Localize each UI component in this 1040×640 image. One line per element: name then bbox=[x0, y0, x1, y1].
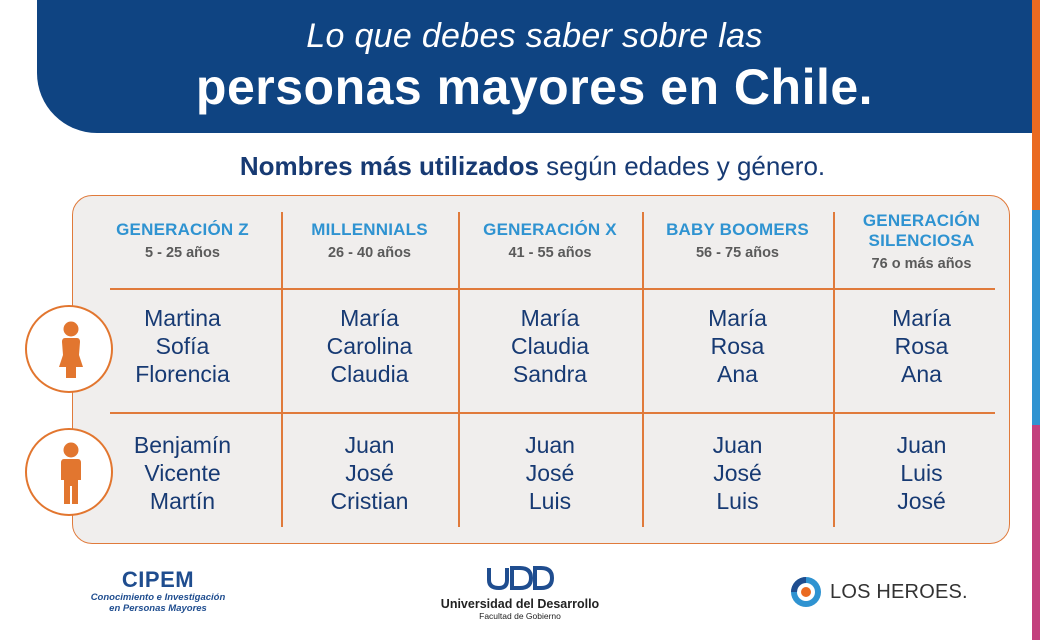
female-names-generacion-x: María Claudia Sandra bbox=[458, 304, 642, 388]
header-banner: Lo que debes saber sobre las personas ma… bbox=[37, 0, 1032, 133]
header-generacion-silenciosa: GENERACIÓN SILENCIOSA 76 o más años bbox=[833, 210, 1010, 280]
generation-ages: 41 - 55 años bbox=[508, 245, 592, 261]
name-item: Carolina bbox=[326, 333, 413, 359]
name-item: José bbox=[897, 488, 946, 514]
side-stripe-blue bbox=[1032, 210, 1040, 425]
los-heroes-name: LOS HEROES. bbox=[830, 581, 968, 603]
female-names-generacion-z: Martina Sofía Florencia bbox=[95, 304, 270, 388]
udd-logo-mark bbox=[487, 566, 555, 591]
name-item: Ana bbox=[901, 361, 942, 387]
generation-ages: 56 - 75 años bbox=[695, 245, 779, 261]
header-millennials: MILLENNIALS 26 - 40 años bbox=[281, 218, 458, 278]
udd-subtitle: Facultad de Gobierno bbox=[479, 611, 561, 621]
generation-ages: 5 - 25 años bbox=[145, 245, 220, 261]
name-item: Luis bbox=[716, 488, 759, 514]
female-names-millennials: María Carolina Claudia bbox=[281, 304, 458, 388]
name-item: Martina bbox=[144, 305, 221, 331]
column-divider bbox=[642, 212, 644, 527]
name-item: José bbox=[525, 460, 575, 486]
male-names-generacion-z: Benjamín Vicente Martín bbox=[95, 431, 270, 515]
column-divider bbox=[458, 212, 460, 527]
generation-name: GENERACIÓN Z bbox=[116, 220, 249, 239]
name-item: José bbox=[345, 460, 394, 486]
generation-name: BABY BOOMERS bbox=[666, 220, 809, 239]
name-item: Juan bbox=[712, 432, 763, 458]
male-names-generacion-silenciosa: Juan Luis José bbox=[833, 431, 1010, 515]
name-item: Claudia bbox=[330, 361, 409, 387]
column-divider bbox=[833, 212, 835, 527]
generation-name-line1: GENERACIÓN bbox=[862, 211, 981, 230]
name-item: María bbox=[708, 305, 767, 331]
generation-name-line2: SILENCIOSA bbox=[868, 231, 975, 250]
name-item: Benjamín bbox=[133, 432, 232, 458]
name-item: Ana bbox=[717, 361, 758, 387]
subtitle: Nombres más utilizados según edades y gé… bbox=[0, 151, 1040, 182]
row-divider bbox=[110, 288, 995, 290]
male-names-millennials: Juan José Cristian bbox=[281, 431, 458, 515]
names-table-panel bbox=[72, 195, 1010, 544]
generation-ages: 76 o más años bbox=[871, 256, 972, 272]
female-person-icon bbox=[25, 305, 113, 393]
side-stripe-orange bbox=[1032, 0, 1040, 210]
name-item: Vicente bbox=[144, 460, 221, 486]
female-names-generacion-silenciosa: María Rosa Ana bbox=[833, 304, 1010, 388]
name-item: Sandra bbox=[512, 361, 588, 387]
generation-name: MILLENNIALS bbox=[311, 220, 428, 239]
header-title-line2: personas mayores en Chile. bbox=[195, 59, 874, 115]
name-item: María bbox=[892, 305, 951, 331]
female-names-baby-boomers: María Rosa Ana bbox=[642, 304, 833, 388]
header-generacion-z: GENERACIÓN Z 5 - 25 años bbox=[95, 218, 270, 278]
name-item: Claudia bbox=[511, 333, 589, 359]
los-heroes-logo-mark bbox=[791, 577, 821, 607]
generation-name: GENERACIÓN X bbox=[483, 220, 617, 239]
name-item: Florencia bbox=[135, 361, 230, 387]
name-item: Luis bbox=[528, 488, 572, 514]
name-item: Rosa bbox=[894, 333, 949, 359]
row-divider bbox=[110, 412, 995, 414]
cipem-logo: CIPEM Conocimiento e Investigación en Pe… bbox=[88, 567, 228, 615]
name-item: Cristian bbox=[330, 488, 409, 514]
side-stripe-magenta bbox=[1032, 425, 1040, 640]
name-item: María bbox=[520, 305, 580, 331]
header-generacion-x: GENERACIÓN X 41 - 55 años bbox=[458, 218, 642, 278]
subtitle-bold: Nombres más utilizados bbox=[239, 151, 539, 181]
cipem-subtitle-line1: Conocimiento e Investigación bbox=[90, 592, 226, 603]
cipem-title: CIPEM bbox=[121, 567, 195, 592]
generation-ages: 26 - 40 años bbox=[327, 245, 411, 261]
udd-logo: Universidad del Desarrollo Facultad de G… bbox=[430, 566, 610, 621]
name-item: Rosa bbox=[710, 333, 765, 359]
los-heroes-logo: LOS HEROES. bbox=[788, 574, 988, 610]
udd-name: Universidad del Desarrollo bbox=[440, 597, 600, 611]
male-person-icon bbox=[25, 428, 113, 516]
name-item: Luis bbox=[900, 460, 943, 486]
subtitle-rest: según edades y género. bbox=[538, 151, 826, 181]
name-item: Juan bbox=[344, 432, 395, 458]
male-names-baby-boomers: Juan José Luis bbox=[642, 431, 833, 515]
name-item: Martín bbox=[149, 488, 216, 514]
name-item: Juan bbox=[525, 432, 575, 458]
name-item: Sofía bbox=[155, 333, 210, 359]
cipem-subtitle-line2: en Personas Mayores bbox=[109, 603, 207, 614]
column-divider bbox=[281, 212, 283, 527]
male-names-generacion-x: Juan José Luis bbox=[458, 431, 642, 515]
header-baby-boomers: BABY BOOMERS 56 - 75 años bbox=[642, 218, 833, 278]
header-title-line1: Lo que debes saber sobre las bbox=[306, 17, 763, 55]
name-item: Juan bbox=[896, 432, 947, 458]
name-item: José bbox=[713, 460, 762, 486]
name-item: María bbox=[340, 305, 399, 331]
